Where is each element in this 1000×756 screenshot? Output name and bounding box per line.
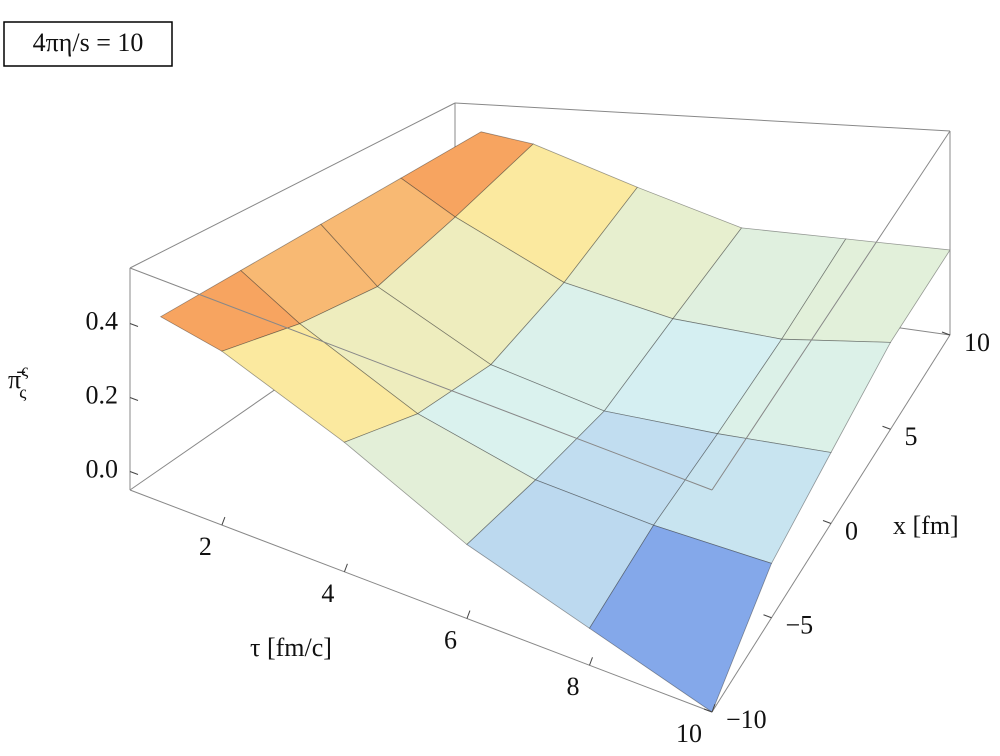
tau-tick-label: 6 (444, 625, 457, 654)
x-tick-label: 5 (905, 422, 918, 451)
z-tick-label: 0.2 (86, 380, 119, 409)
tau-tick-label: 2 (199, 532, 212, 561)
surface-patch (652, 433, 832, 564)
z-tick-label: 0.0 (86, 454, 119, 483)
tau-tick (589, 657, 593, 666)
x-tick-label: 10 (964, 328, 990, 357)
z-tick (129, 471, 139, 475)
tau-tick-label: 4 (321, 579, 334, 608)
z-label-sub: ς (19, 382, 26, 402)
tau-tick (711, 703, 716, 713)
box-edge (454, 102, 951, 132)
x-tick (703, 708, 713, 713)
box-edge (711, 130, 951, 491)
box-edge (129, 489, 713, 713)
tau-tick (343, 563, 348, 572)
x-tick (941, 331, 951, 336)
x-tick (822, 520, 832, 524)
z-tick (129, 323, 139, 327)
z-tick (129, 397, 139, 401)
x-tick (882, 425, 891, 430)
x-axis-label: x [fm] (893, 511, 959, 540)
x-tick-label: −5 (786, 611, 814, 640)
surface-patch (588, 524, 773, 713)
box-edge (129, 102, 456, 269)
tau-tick (221, 516, 226, 526)
x-tick-label: 0 (845, 516, 858, 545)
z-label-base: π̄ (8, 365, 25, 394)
tau-tick-label: 8 (566, 672, 579, 701)
surface-patch (716, 338, 892, 453)
annotation: 4πη/s = 10 (33, 28, 144, 57)
box-edge (129, 267, 713, 491)
z-tick-label: 0.4 (86, 306, 119, 335)
z-label-sup: ς (21, 360, 28, 380)
x-tick-label: −10 (726, 705, 767, 734)
tau-axis-label: τ [fm/c] (250, 633, 332, 662)
x-tick (763, 614, 772, 619)
annotation-box (3, 21, 173, 67)
tau-tick (466, 610, 471, 619)
tau-tick-label: 10 (676, 719, 702, 748)
z-axis-label: π̄ς ς (8, 360, 28, 402)
